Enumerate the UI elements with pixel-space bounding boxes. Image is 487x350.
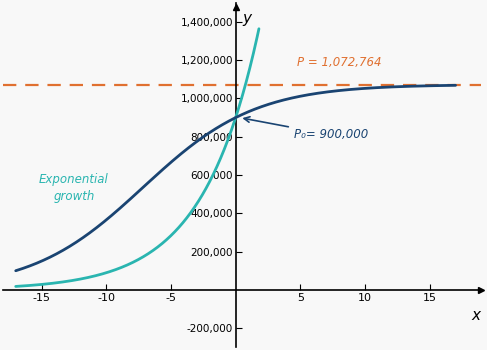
Text: y: y <box>242 12 251 26</box>
Text: P = 1,072,764: P = 1,072,764 <box>297 56 381 69</box>
Text: x: x <box>471 308 480 323</box>
Text: P₀= 900,000: P₀= 900,000 <box>244 117 368 141</box>
Text: Exponential
growth: Exponential growth <box>39 173 109 203</box>
